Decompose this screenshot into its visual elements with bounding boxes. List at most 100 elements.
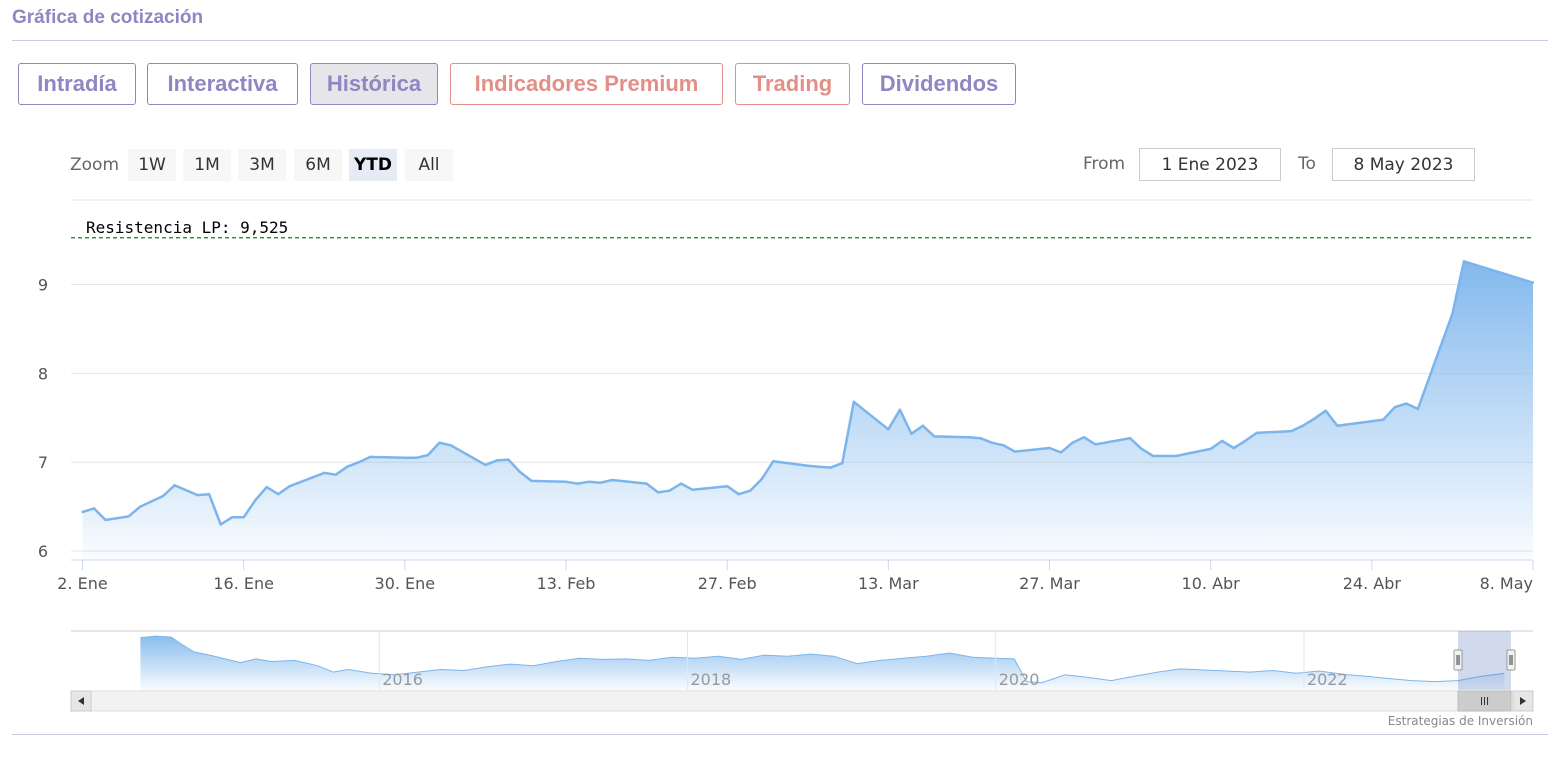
series-point [219, 523, 222, 526]
tab-dividendos[interactable]: Dividendos [862, 63, 1016, 105]
series-point [1370, 420, 1374, 423]
x-tick-label: 24. Abr [1343, 574, 1402, 593]
series-point [1324, 409, 1328, 412]
series-point [1336, 424, 1339, 427]
tab-hist-rica[interactable]: Histórica [310, 63, 438, 105]
x-tick-label: 27. Mar [1019, 574, 1080, 593]
navigator-handle-right[interactable] [1506, 649, 1516, 671]
series-point [1301, 424, 1305, 427]
from-label: From [1083, 154, 1126, 174]
series-point [346, 465, 349, 468]
x-axis: 2. Ene 16. Ene 30. Ene 13. Feb 27. Feb 13. Ma… [57, 559, 1534, 593]
x-tick-label: 16. Ene [213, 574, 274, 593]
navigator-selection[interactable] [1458, 631, 1511, 690]
series-point [403, 456, 406, 459]
series-point [587, 480, 591, 483]
zoom-button-3m[interactable]: 3M [238, 149, 286, 181]
series-point [1462, 260, 1466, 263]
series-point [898, 408, 902, 411]
series-point [990, 441, 994, 444]
series-point [610, 478, 614, 482]
tab-interactiva[interactable]: Interactiva [147, 63, 298, 105]
y-axis: 6 7 8 9 [38, 275, 48, 561]
series-point [1232, 446, 1235, 450]
series-point [726, 485, 729, 488]
series-point [242, 516, 245, 519]
zoom-button-6m[interactable]: 6M [294, 149, 342, 181]
series-point [507, 458, 510, 461]
series-point [691, 488, 694, 491]
navigator-tick-label: 2016 [382, 670, 423, 689]
series-point [910, 432, 913, 435]
series-point [1382, 418, 1385, 421]
navigator[interactable]: 2016 2018 2020 2022 [70, 630, 1534, 712]
arrow-left-icon [78, 697, 84, 705]
resistance-label: Resistencia LP: 9,525 [86, 218, 288, 237]
series-point [967, 436, 971, 439]
series-point [1094, 443, 1097, 446]
series-point [887, 428, 890, 431]
zoom-button-ytd[interactable]: YTD [349, 149, 397, 181]
series-point [530, 479, 533, 483]
series-point [334, 473, 337, 476]
x-tick-label: 2. Ene [57, 574, 107, 593]
series-point [933, 435, 936, 438]
navigator-tick-label: 2022 [1307, 670, 1348, 689]
series-point [92, 507, 96, 510]
navigator-handle-left[interactable] [1453, 649, 1463, 671]
title-divider [12, 40, 1548, 41]
series-point [841, 461, 844, 465]
zoom-button-1m[interactable]: 1M [183, 149, 231, 181]
series-point [415, 456, 418, 459]
series-point [265, 485, 268, 489]
tab-indicadores-premium[interactable]: Indicadores Premium [450, 63, 723, 105]
series-point [1451, 312, 1454, 315]
y-tick-label: 9 [38, 275, 48, 294]
series-point [1059, 451, 1063, 454]
series-point [1255, 431, 1258, 435]
series-point [484, 463, 487, 467]
x-tick-label: 13. Mar [858, 574, 919, 593]
series-point [979, 437, 982, 440]
bottom-divider [12, 734, 1548, 735]
series-point [806, 464, 809, 467]
series-point [1416, 407, 1420, 411]
resistance-line-group: Resistencia LP: 9,525 [71, 218, 1533, 239]
zoom-button-1w[interactable]: 1W [128, 149, 176, 181]
series-point [668, 489, 671, 492]
scrollbar-track[interactable] [70, 690, 1534, 712]
series-point [1290, 429, 1293, 433]
to-date-input[interactable] [1332, 148, 1475, 181]
series-point [518, 470, 522, 474]
series-point [818, 465, 821, 468]
series-point [1244, 439, 1247, 443]
series-point [127, 515, 130, 518]
series-point [1128, 437, 1132, 440]
series-point [277, 493, 280, 496]
zoom-button-all[interactable]: All [405, 149, 453, 181]
tab-trading[interactable]: Trading [735, 63, 850, 105]
series-point [1013, 450, 1017, 453]
series-point [576, 482, 579, 485]
series-point [645, 482, 648, 485]
series-point [1163, 454, 1166, 458]
x-tick-label: 30. Ene [375, 574, 436, 593]
series-point [1531, 281, 1535, 284]
series-point [426, 453, 430, 457]
series-point [254, 499, 257, 502]
series-point [1151, 454, 1155, 458]
navigator-series-area [140, 636, 1505, 690]
series-point [1174, 454, 1178, 458]
arrow-right-icon [1520, 697, 1526, 705]
series-point [1209, 447, 1212, 451]
series-point [656, 491, 660, 494]
y-tick-label: 8 [38, 364, 48, 383]
series-point [1313, 417, 1316, 420]
page-title: Gráfica de cotización [12, 7, 204, 28]
from-date-input[interactable] [1139, 148, 1281, 181]
series-area [81, 260, 1535, 560]
y-tick-label: 7 [38, 453, 48, 472]
series-point [81, 510, 84, 514]
tab-intrad-a[interactable]: Intradía [18, 63, 136, 105]
